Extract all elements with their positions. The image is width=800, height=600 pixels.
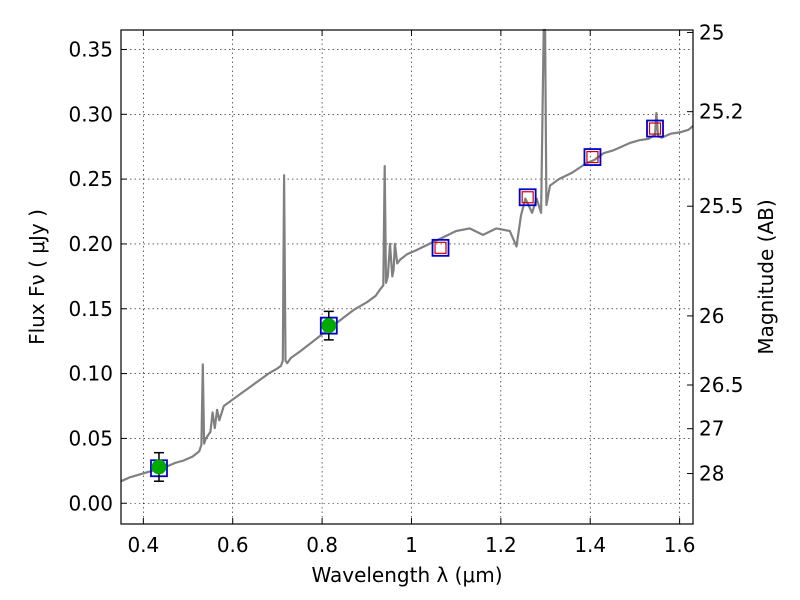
grid-lines — [121, 30, 693, 524]
x-tick-label: 1.2 — [485, 533, 517, 557]
y-tick-label: 0.35 — [68, 37, 113, 61]
spectrum-line — [120, 28, 694, 483]
mag-tick-label: 25 — [699, 20, 724, 44]
mag-tick-label: 25.5 — [699, 194, 744, 218]
tick-labels: 0.4 0.6 0.8 1 1.2 1.4 1.6 0.00 0.05 0.10 0.15 0.20 0… — [68, 20, 743, 557]
x-tick-label: 0.8 — [306, 533, 338, 557]
y2-axis-label: Magnitude (AB) — [754, 199, 778, 354]
spectrum-series — [120, 28, 694, 483]
model-photometry-marker — [431, 238, 450, 257]
photometry-points — [150, 119, 664, 482]
x-tick-label: 0.4 — [127, 533, 159, 557]
upper-limit-marker — [521, 191, 534, 204]
y-axis-label: Flux Fν ( μJy ) — [25, 209, 49, 345]
y-tick-label: 0.05 — [68, 426, 113, 450]
y-tick-label: 0.25 — [68, 167, 113, 191]
observed-photometry-marker — [151, 459, 167, 475]
mag-tick-label: 25.2 — [699, 100, 744, 124]
mag-tick-label: 27 — [699, 417, 724, 441]
y-tick-label: 0.00 — [68, 491, 113, 515]
model-photometry-marker — [583, 148, 602, 166]
axis-ticks — [121, 30, 693, 524]
y-tick-label: 0.10 — [68, 362, 113, 386]
upper-limit-marker — [586, 150, 599, 164]
upper-limit-marker — [434, 241, 447, 254]
x-tick-label: 1 — [405, 533, 418, 557]
observed-photometry-marker — [321, 318, 337, 334]
upper-limit-marker — [648, 122, 662, 135]
x-axis-label: Wavelength λ (μm) — [311, 563, 502, 587]
mag-tick-label: 26 — [699, 304, 724, 328]
y-tick-label: 0.20 — [68, 232, 113, 256]
x-tick-label: 0.6 — [217, 533, 249, 557]
mag-tick-label: 26.5 — [699, 373, 744, 397]
y-tick-label: 0.15 — [68, 297, 113, 321]
mag-tick-label: 28 — [699, 462, 724, 486]
model-photometry-marker — [518, 188, 537, 207]
model-photometry-marker — [646, 119, 664, 138]
y-tick-label: 0.30 — [68, 102, 113, 126]
x-tick-label: 1.4 — [574, 533, 606, 557]
x-tick-label: 1.6 — [664, 533, 696, 557]
plot-frame — [120, 29, 694, 525]
